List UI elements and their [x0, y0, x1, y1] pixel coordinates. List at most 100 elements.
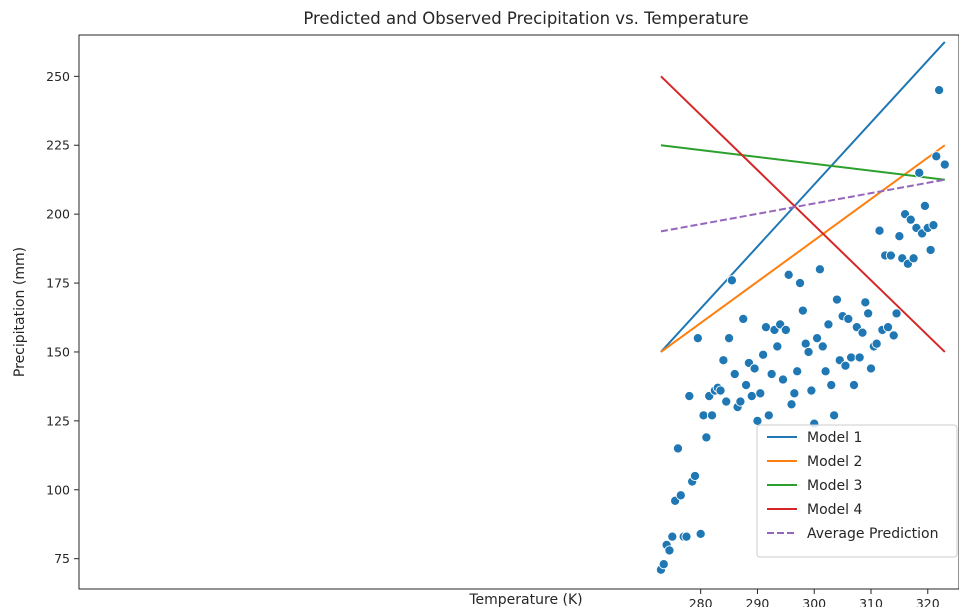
observed-point [689, 470, 701, 482]
series-line-model-2 [660, 144, 946, 353]
observed-point [758, 349, 769, 360]
observed-point [684, 391, 695, 402]
observed-point [885, 250, 896, 261]
observed-point [812, 333, 823, 344]
observed-point [706, 410, 718, 421]
observed-point [848, 379, 860, 391]
observed-point [729, 368, 740, 380]
observed-point [854, 352, 865, 363]
observed-point [894, 231, 905, 242]
observed-point [865, 363, 877, 374]
x-axis-ticks: 280 290 300 310 320 [689, 589, 940, 607]
observed-point [939, 159, 950, 170]
x-tick-label: 310 [859, 596, 883, 607]
observed-point [829, 410, 840, 421]
x-tick-label: 300 [802, 596, 826, 607]
observed-point [735, 396, 746, 407]
series-line-model-4 [660, 75, 946, 353]
legend: Model 1 Model 2 Model 3 Model 4 Average Pred… [756, 424, 958, 558]
observed-point [721, 396, 732, 407]
legend-label: Model 2 [807, 454, 862, 470]
observed-point [792, 366, 803, 377]
observed-point [681, 531, 692, 542]
chart-title: Predicted and Observed Precipitation vs.… [303, 9, 748, 28]
observed-point [928, 220, 939, 231]
y-tick-label: 125 [46, 413, 70, 428]
observed-point [931, 151, 942, 162]
y-tick-label: 225 [46, 138, 70, 153]
observed-point [863, 308, 874, 319]
observed-point [695, 528, 706, 539]
y-axis-ticks: 75 100 125 150 175 200 225 250 [46, 69, 79, 566]
plot-area [78, 34, 959, 590]
observed-point [675, 490, 686, 501]
series-line-model-1 [660, 41, 946, 353]
observed-point [846, 352, 857, 363]
observed-point [763, 410, 774, 421]
observed-point [891, 308, 902, 319]
observed-points [655, 85, 950, 575]
observed-point [905, 214, 916, 225]
observed-point [806, 385, 817, 396]
observed-point [724, 333, 735, 344]
observed-point [843, 313, 854, 324]
observed-point [738, 313, 749, 324]
observed-point [672, 443, 684, 454]
observed-point [692, 333, 703, 344]
observed-point [755, 388, 766, 399]
observed-point [718, 355, 729, 366]
y-tick-label: 75 [54, 551, 70, 566]
observed-point [797, 305, 808, 316]
observed-point [840, 360, 851, 371]
observed-point [794, 278, 806, 289]
observed-point [871, 338, 882, 349]
x-tick-label: 320 [916, 596, 940, 607]
observed-point [783, 269, 794, 280]
observed-point [715, 385, 726, 396]
series-lines [660, 41, 946, 353]
legend-label: Average Prediction [807, 526, 939, 542]
y-tick-label: 200 [46, 207, 70, 222]
observed-point [760, 322, 772, 333]
observed-point [786, 399, 797, 410]
x-tick-label: 280 [689, 596, 713, 607]
observed-point [741, 379, 752, 391]
y-tick-label: 175 [46, 276, 70, 291]
y-axis-label: Precipitation (mm) [12, 247, 28, 377]
observed-point [814, 264, 825, 275]
y-tick-label: 150 [46, 344, 70, 359]
observed-point [800, 338, 811, 349]
y-tick-label: 250 [46, 69, 70, 84]
legend-label: Model 4 [807, 502, 862, 518]
legend-box [756, 424, 958, 558]
observed-point [766, 368, 777, 380]
observed-point [698, 410, 709, 421]
observed-point [817, 341, 828, 352]
observed-point [667, 531, 678, 542]
observed-point [823, 319, 834, 330]
x-axis-label: Temperature (K) [468, 592, 582, 607]
observed-point [803, 346, 814, 358]
observed-point [726, 275, 737, 286]
legend-label: Model 1 [807, 430, 862, 446]
observed-point [772, 341, 783, 352]
observed-point [874, 225, 885, 236]
legend-label: Model 3 [807, 478, 862, 494]
observed-point [857, 327, 868, 338]
observed-point [914, 167, 925, 178]
observed-point [831, 294, 842, 305]
observed-point [919, 200, 930, 211]
observed-point [780, 324, 791, 335]
y-tick-label: 100 [46, 482, 70, 497]
observed-point [882, 322, 894, 333]
observed-point [789, 388, 800, 399]
x-tick-label: 290 [746, 596, 770, 607]
observed-point [925, 244, 936, 256]
observed-point [746, 391, 757, 402]
observed-point [820, 366, 831, 377]
observed-point [908, 253, 919, 264]
observed-point [664, 545, 675, 556]
observed-point [749, 363, 760, 374]
series-line-model-3 [660, 144, 945, 181]
